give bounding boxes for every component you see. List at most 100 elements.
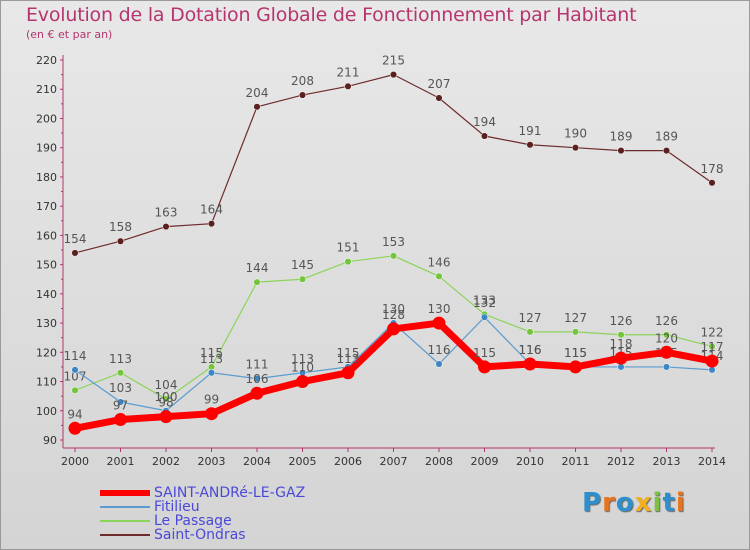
data-point <box>435 272 443 280</box>
data-label: 116 <box>519 343 542 357</box>
data-point <box>207 369 216 377</box>
data-point <box>68 421 82 435</box>
data-point <box>526 328 534 336</box>
data-point <box>708 179 716 187</box>
x-tick-label: 2012 <box>607 455 635 468</box>
y-tick-label: 130 <box>36 317 57 330</box>
y-tick-label: 200 <box>36 112 57 125</box>
data-label: 117 <box>701 340 724 354</box>
logo-letter: i <box>652 488 663 518</box>
y-tick-label: 210 <box>36 83 57 96</box>
data-point <box>569 360 582 374</box>
data-label: 128 <box>382 308 405 322</box>
data-point <box>523 357 537 371</box>
data-label: 116 <box>428 343 451 357</box>
data-label: 120 <box>655 331 678 345</box>
legend-swatch-saint-ondras <box>100 534 150 536</box>
data-point <box>253 375 261 383</box>
y-tick-label: 220 <box>36 54 57 67</box>
data-label: 122 <box>701 325 724 339</box>
data-label: 100 <box>155 390 178 404</box>
data-label: 127 <box>519 311 542 325</box>
data-point <box>205 407 218 421</box>
data-point <box>571 328 580 336</box>
logo-letter: r <box>602 488 616 518</box>
data-label: 115 <box>473 346 496 360</box>
data-label: 207 <box>428 77 451 91</box>
data-point <box>114 413 127 427</box>
chart-title: Evolution de la Dotation Globale de Fonc… <box>26 4 637 26</box>
y-tick-label: 140 <box>36 288 57 301</box>
data-label: 115 <box>200 346 223 360</box>
data-label: 190 <box>564 127 587 141</box>
data-point <box>344 258 352 266</box>
legend-item-le-passage: Le Passage <box>100 513 400 529</box>
data-point <box>614 351 628 365</box>
y-tick-label: 180 <box>36 171 57 184</box>
data-label: 208 <box>291 74 314 88</box>
data-label: 99 <box>204 393 219 407</box>
chart-subtitle: (en € et par an) <box>26 28 113 41</box>
data-label: 103 <box>109 381 132 395</box>
data-label: 153 <box>382 235 405 249</box>
data-point <box>571 144 580 152</box>
data-label: 116 <box>519 343 542 357</box>
data-point <box>253 278 261 286</box>
legend-swatch-saint-andre-le-gaz <box>100 490 150 496</box>
y-tick-label: 150 <box>36 259 57 272</box>
data-point <box>116 237 125 245</box>
data-point <box>389 252 398 260</box>
data-point <box>705 354 719 368</box>
data-point <box>71 366 79 374</box>
data-point <box>480 313 489 321</box>
data-label: 115 <box>564 346 587 360</box>
data-label: 97 <box>113 399 128 413</box>
x-tick-label: 2011 <box>562 455 590 468</box>
y-tick-label: 170 <box>36 200 57 213</box>
data-point <box>660 345 673 359</box>
data-point <box>71 249 79 257</box>
legend-swatch-le-passage <box>100 520 150 522</box>
x-tick-label: 2000 <box>61 455 89 468</box>
data-point <box>662 363 671 371</box>
data-point <box>162 395 170 403</box>
x-tick-label: 2010 <box>516 455 544 468</box>
data-label: 118 <box>610 337 633 351</box>
x-tick-label: 2006 <box>334 455 362 468</box>
data-point <box>344 82 352 90</box>
legend-swatch-fitilieu <box>100 506 150 508</box>
logo-letter: i <box>675 488 686 518</box>
y-tick-label: 160 <box>36 229 57 242</box>
data-point <box>341 366 355 380</box>
data-label: 113 <box>337 352 360 366</box>
data-label: 178 <box>701 162 724 176</box>
legend-label-fitilieu: Fitilieu <box>154 499 200 515</box>
legend-item-saint-ondras: Saint-Ondras <box>100 527 400 543</box>
data-point <box>296 375 309 389</box>
data-label: 98 <box>158 396 173 410</box>
data-point <box>435 360 443 368</box>
data-label: 115 <box>564 346 587 360</box>
data-point <box>662 331 671 339</box>
x-tick-label: 2013 <box>653 455 681 468</box>
data-point <box>298 275 307 283</box>
data-label: 126 <box>655 314 678 328</box>
data-point <box>207 220 216 228</box>
data-label: 130 <box>382 302 405 316</box>
series-le-passage: 107 113 104 115 144 145 151 153 146 133 127 127 126 1… <box>64 235 724 403</box>
data-label: 189 <box>655 130 678 144</box>
data-point <box>71 386 79 394</box>
data-point <box>617 147 625 155</box>
x-tick-label: 2008 <box>425 455 453 468</box>
data-point <box>116 369 125 377</box>
data-label: 115 <box>337 346 360 360</box>
legend-label-le-passage: Le Passage <box>154 513 232 529</box>
data-label: 106 <box>246 372 269 386</box>
y-tick-label: 120 <box>36 346 57 359</box>
data-point <box>250 386 264 400</box>
logo-letter: t <box>662 488 676 518</box>
data-label: 151 <box>337 241 360 255</box>
data-label: 130 <box>428 302 451 316</box>
